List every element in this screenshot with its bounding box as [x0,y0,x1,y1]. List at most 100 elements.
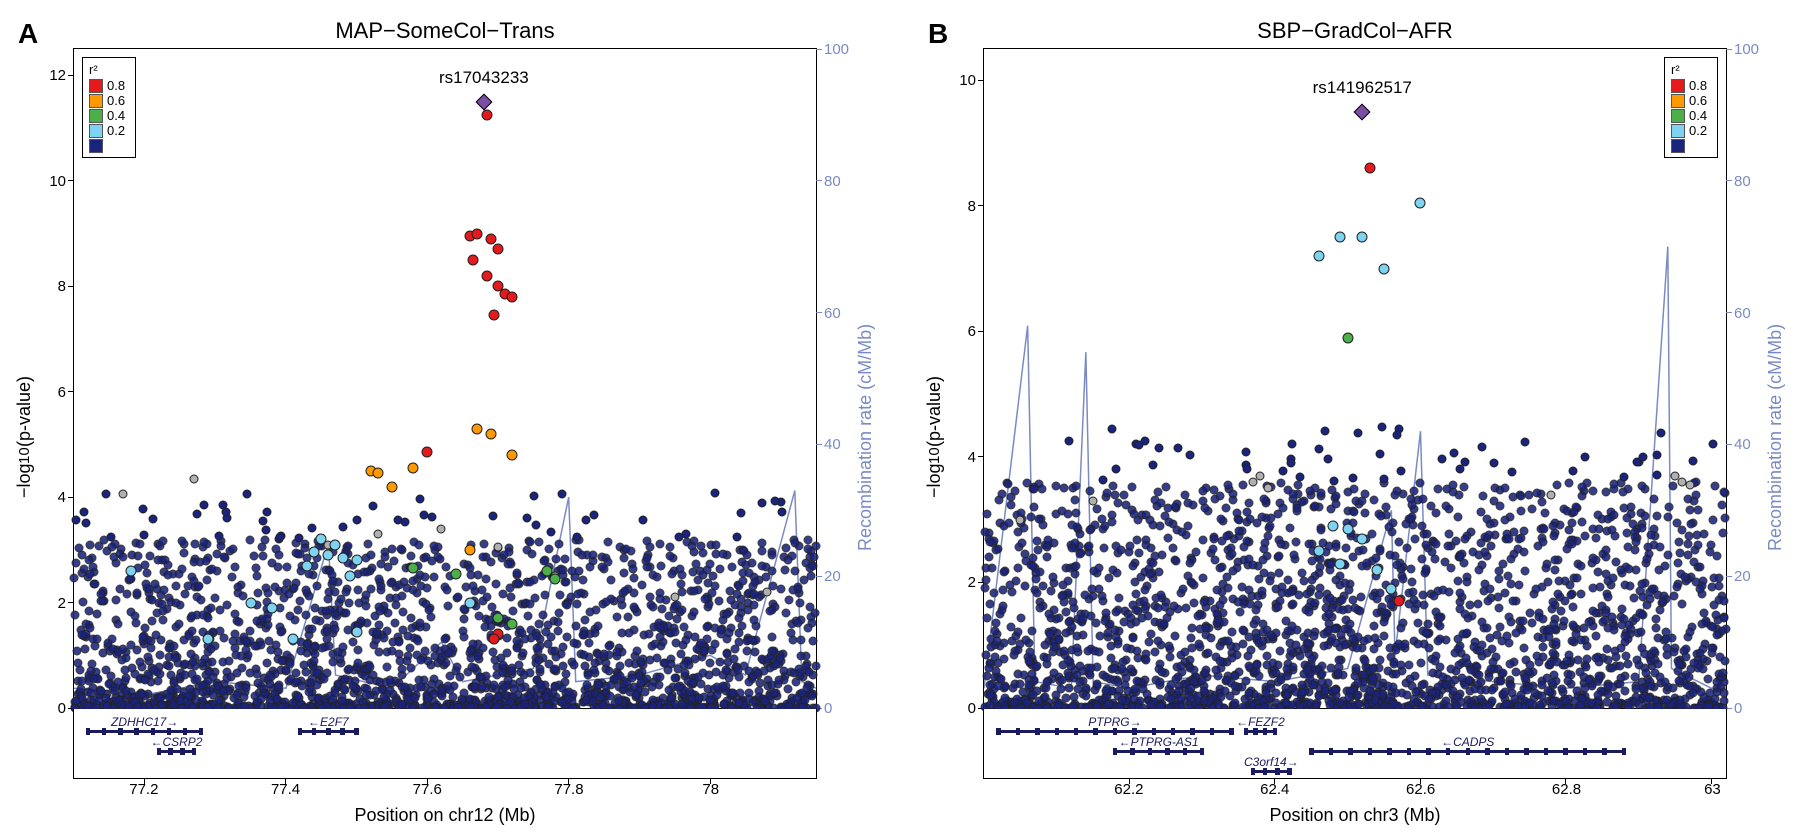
snp-point [1242,676,1251,685]
snp-point [74,659,83,668]
snp-point [194,581,203,590]
snp-point [1509,596,1518,605]
snp-point [233,669,242,678]
snp-point [165,692,174,701]
snp-point [1370,645,1379,654]
snp-point [767,647,776,656]
snp-point [1152,593,1161,602]
snp-point [748,559,757,568]
snp-point [1100,521,1109,530]
snp-point-grey [1256,471,1265,480]
snp-point [550,647,559,656]
snp-point [703,623,712,632]
snp-point [1198,677,1207,686]
snp-point-ld [1371,564,1382,575]
snp-point [768,632,777,641]
snp-point [157,600,166,609]
snp-point [742,550,751,559]
snp-point-ld [464,597,475,608]
snp-point [1295,590,1304,599]
snp-point [552,555,561,564]
snp-point [1123,644,1132,653]
gene-bar [1246,730,1275,733]
snp-point [1331,576,1340,585]
plot-wrapper: −log10(p-value)0246810020406080100rs1419… [920,48,1790,826]
snp-point [1109,481,1118,490]
snp-point [541,627,550,636]
snp-point [1330,624,1339,633]
snp-point [1029,503,1038,512]
snp-point [1456,588,1465,597]
snp-point [164,560,173,569]
snp-point [1126,665,1135,674]
snp-point [1238,481,1247,490]
snp-point [1362,559,1371,568]
snp-point [1683,540,1692,549]
snp-point [1298,680,1307,689]
snp-point [1450,448,1459,457]
snp-point [768,567,777,576]
snp-point [1420,600,1429,609]
snp-point [245,627,254,636]
snp-point [208,658,217,667]
gene-bar [1253,770,1289,773]
snp-point [1060,484,1069,493]
snp-point [1456,465,1465,474]
snp-point [241,683,250,692]
snp-point [1715,582,1724,591]
snp-point [750,590,759,599]
snp-point [1244,499,1253,508]
snp-point [995,495,1004,504]
snp-point [1172,674,1181,683]
plot-wrapper: −log10(p-value)024681012020406080100rs17… [10,48,880,826]
snp-point [1349,507,1358,516]
snp-point [1277,479,1286,488]
snp-point-ld [471,228,482,239]
snp-point [579,576,588,585]
snp-point [1198,574,1207,583]
snp-point [403,632,412,641]
snp-point [273,562,282,571]
snp-point [1474,600,1483,609]
snp-point [1408,500,1417,509]
snp-point [1007,622,1016,631]
snp-point [1462,629,1471,638]
snp-point [209,691,218,700]
snp-point [722,610,731,619]
snp-point [1028,562,1037,571]
snp-point [172,598,181,607]
snp-point [1022,478,1031,487]
snp-point [1262,689,1271,698]
snp-point [282,562,291,571]
snp-point [292,548,301,557]
snp-point [1245,515,1254,524]
snp-point [531,520,540,529]
snp-point [1102,609,1111,618]
snp-point [1649,494,1658,503]
snp-point [1230,682,1239,691]
snp-point [383,626,392,635]
snp-point [1478,443,1487,452]
snp-point [1119,490,1128,499]
snp-point-ld [549,573,560,584]
snp-point [1457,697,1466,706]
snp-point [1097,592,1106,601]
snp-point [388,646,397,655]
snp-point [591,659,600,668]
snp-point [1619,503,1628,512]
snp-point [1710,482,1719,491]
snp-point [771,497,780,506]
snp-point [1071,509,1080,518]
snp-point [1186,683,1195,692]
snp-point [453,592,462,601]
snp-point [1712,631,1721,640]
y-axis-left-label: −log10(p-value) [920,48,949,826]
snp-point [1095,647,1104,656]
snp-point [406,552,415,561]
snp-point [1489,459,1498,468]
snp-point [1198,486,1207,495]
snp-point [541,591,550,600]
snp-point [1119,618,1128,627]
panel-A: AMAP−SomeCol−Trans−log10(p-value)0246810… [10,10,880,826]
snp-point [557,489,566,498]
